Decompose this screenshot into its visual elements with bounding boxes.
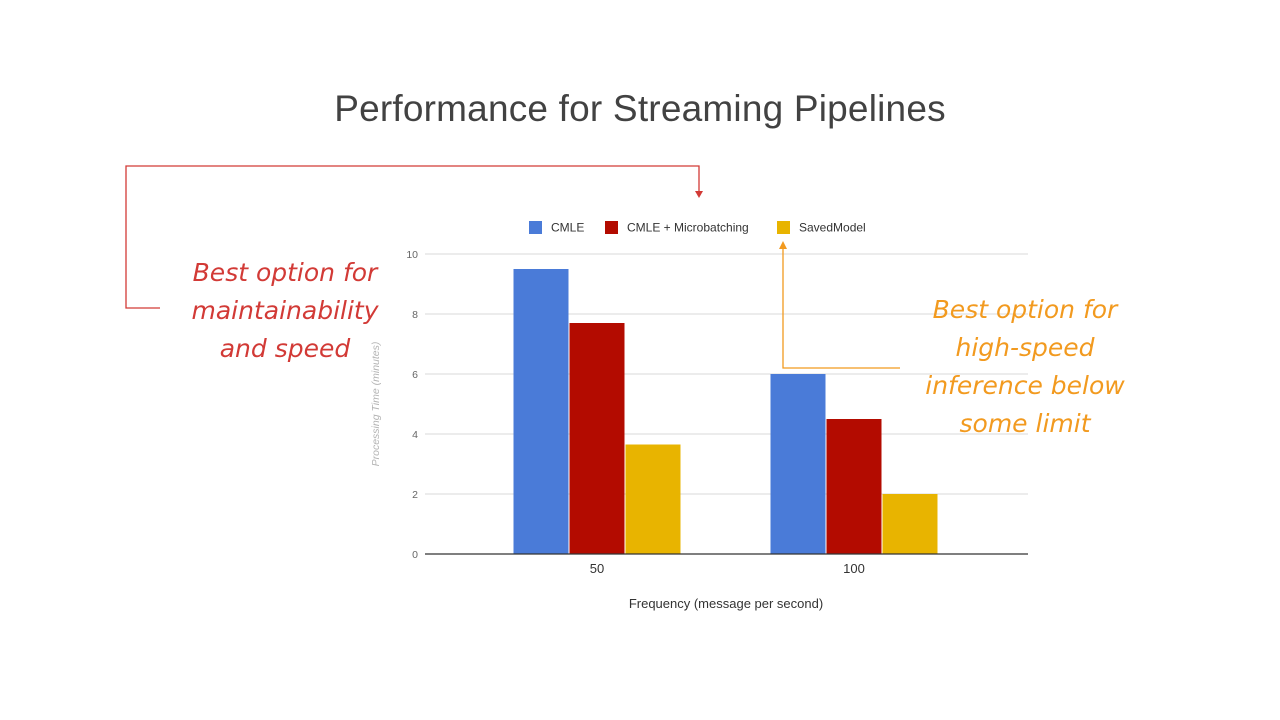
x-tick-label: 50 [590, 561, 604, 576]
orange-annotation-line: high-speed [955, 333, 1095, 362]
slide-title: Performance for Streaming Pipelines [334, 88, 946, 129]
red-annotation-line: maintainability [191, 296, 379, 325]
red-annotation: Best option for maintainability and spee… [165, 254, 405, 368]
orange-arrow-line [782, 247, 900, 369]
red-annotation-line: and speed [219, 334, 351, 363]
legend: CMLE CMLE + Microbatching SavedModel [529, 221, 866, 235]
bars [513, 269, 938, 554]
x-axis-ticks: 50 100 [590, 561, 865, 576]
legend-label: SavedModel [799, 221, 866, 235]
bar-cmle-microbatching-50 [569, 323, 625, 554]
x-axis-label: Frequency (message per second) [629, 596, 823, 611]
bar-cmle-microbatching-100 [826, 419, 882, 554]
orange-annotation-line: Best option for [932, 295, 1118, 324]
y-axis-ticks: 0 2 4 6 8 10 [406, 249, 418, 561]
bar-savedmodel-100 [882, 494, 938, 554]
legend-swatch [529, 221, 542, 234]
legend-swatch [777, 221, 790, 234]
legend-swatch [605, 221, 618, 234]
y-tick-label: 2 [412, 489, 418, 501]
legend-label: CMLE + Microbatching [627, 221, 749, 235]
red-arrow-line [125, 165, 700, 309]
red-annotation-line: Best option for [192, 258, 378, 287]
x-tick-label: 100 [843, 561, 865, 576]
y-tick-label: 0 [412, 549, 418, 561]
orange-annotation-line: some limit [959, 409, 1091, 438]
orange-annotation-line: inference below [925, 371, 1125, 400]
legend-label: CMLE [551, 221, 584, 235]
y-tick-label: 10 [406, 249, 418, 261]
y-axis-label: Processing Time (minutes) [370, 342, 382, 467]
orange-arrowhead [779, 241, 787, 249]
bar-cmle-50 [513, 269, 569, 554]
y-tick-label: 6 [412, 369, 418, 381]
bar-savedmodel-50 [625, 444, 681, 554]
y-tick-label: 8 [412, 309, 418, 321]
orange-annotation: Best option for high-speed inference bel… [905, 291, 1145, 443]
bar-cmle-100 [770, 374, 826, 554]
y-tick-label: 4 [412, 429, 418, 441]
red-arrowhead [695, 191, 703, 198]
